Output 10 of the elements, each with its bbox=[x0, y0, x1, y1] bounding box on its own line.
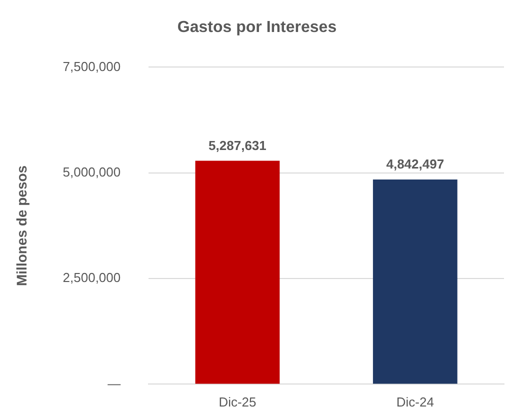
x-tick-label: Dic-24 bbox=[396, 394, 434, 410]
y-tick-label: 5,000,000 bbox=[62, 164, 121, 180]
data-label: 5,287,631 bbox=[208, 138, 266, 153]
y-axis-title: Millones de pesos bbox=[13, 165, 30, 286]
y-tick-label: — bbox=[108, 376, 121, 391]
data-label: 4,842,497 bbox=[386, 156, 444, 172]
x-tick-label: Dic-25 bbox=[218, 394, 256, 410]
y-tick-label: 2,500,000 bbox=[62, 270, 121, 286]
chart-title: Gastos por Intereses bbox=[177, 19, 337, 36]
y-tick-label: 7,500,000 bbox=[62, 58, 121, 74]
